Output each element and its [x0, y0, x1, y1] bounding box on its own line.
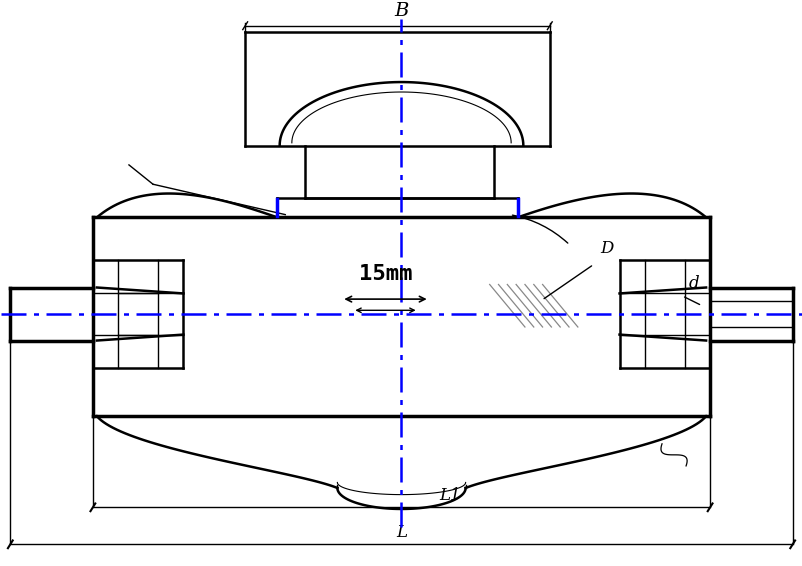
Text: 15mm: 15mm [358, 264, 411, 284]
Text: L: L [395, 524, 407, 541]
Text: B: B [394, 2, 408, 20]
Text: d: d [687, 275, 699, 292]
Text: D: D [600, 240, 613, 257]
Text: L1: L1 [438, 487, 460, 504]
